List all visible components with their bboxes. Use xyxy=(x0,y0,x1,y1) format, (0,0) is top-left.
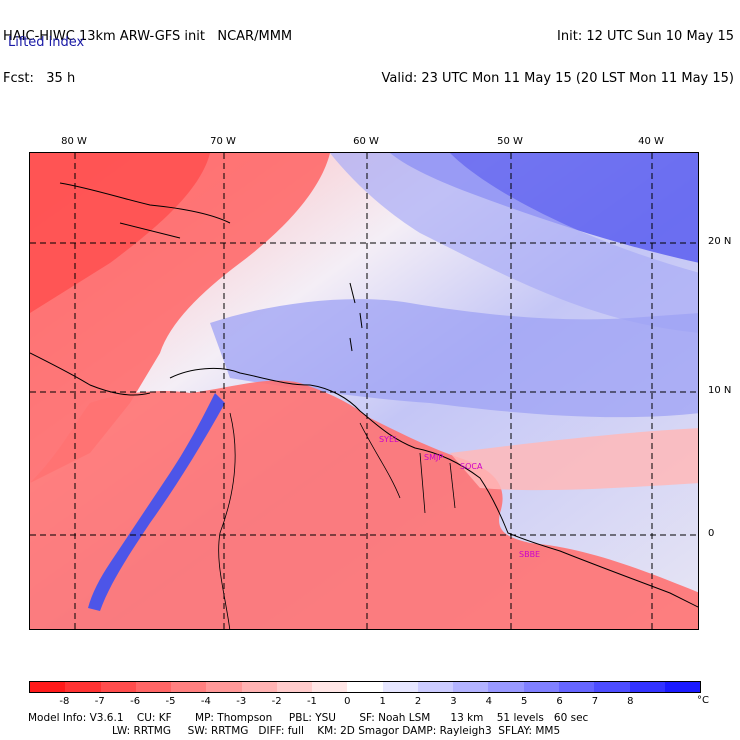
legend-label: 5 xyxy=(520,696,528,707)
legend-label: 6 xyxy=(556,696,563,707)
legend-swatch-5 xyxy=(206,682,242,692)
init-time: Init: 12 UTC Sun 10 May 15 xyxy=(557,29,734,44)
legend-label: 1 xyxy=(379,696,386,707)
legend-label: 3 xyxy=(450,696,457,707)
coastlines xyxy=(30,182,698,608)
legend-swatch-6 xyxy=(241,682,277,692)
station-syel: SYEL xyxy=(379,435,399,444)
legend-label: -7 xyxy=(94,696,105,707)
station-soca: SOCA xyxy=(460,462,483,471)
header-left: HAIC-HIWC 13km ARW-GFS init NCAR/MMM Fcs… xyxy=(3,2,292,100)
model-info-line2: LW: RRTMG SW: RRTMG DIFF: full KM: 2D Sm… xyxy=(112,725,561,737)
legend-label: -6 xyxy=(130,696,141,707)
legend-swatch-14 xyxy=(523,682,559,692)
lat-label-0: 0 xyxy=(708,528,715,539)
field-name: Lifted index xyxy=(8,35,85,50)
legend-swatch-10 xyxy=(382,682,418,692)
legend-swatch-9 xyxy=(347,682,383,692)
country-borders xyxy=(218,412,456,629)
lat-label-10n: 10 N xyxy=(708,385,732,396)
lon-label-40w: 40 W xyxy=(638,136,664,147)
legend-swatch-12 xyxy=(453,682,489,692)
stable-band-midlatitude xyxy=(210,299,698,418)
legend-swatch-18 xyxy=(664,682,701,692)
legend-swatch-3 xyxy=(135,682,172,692)
lon-label-50w: 50 W xyxy=(497,136,523,147)
lon-label-60w: 60 W xyxy=(353,136,379,147)
legend-swatch-4 xyxy=(171,682,207,692)
legend-swatch-0 xyxy=(30,682,66,692)
unstable-band-east xyxy=(450,428,698,491)
legend-label: -4 xyxy=(200,696,211,707)
legend-swatch-13 xyxy=(488,682,524,692)
legend-label: -5 xyxy=(165,696,176,707)
header-right: Init: 12 UTC Sun 10 May 15 Valid: 23 UTC… xyxy=(382,2,734,100)
map-canvas: SYEL SMJP SOCA SBBE xyxy=(30,153,698,629)
color-scale-bar xyxy=(29,681,701,693)
legend-label: 2 xyxy=(414,696,422,707)
lifted-index-map: SYEL SMJP SOCA SBBE xyxy=(29,152,699,630)
legend-swatch-7 xyxy=(276,682,313,692)
legend-label: -1 xyxy=(306,696,317,707)
station-smjp: SMJP xyxy=(424,453,443,462)
legend-label: 0 xyxy=(344,696,351,707)
legend-label: -3 xyxy=(236,696,247,707)
legend-swatch-8 xyxy=(312,682,348,692)
model-info-line1: Model Info: V3.6.1 CU: KF MP: Thompson P… xyxy=(28,712,589,724)
legend-swatch-1 xyxy=(65,682,101,692)
legend-swatch-2 xyxy=(100,682,136,692)
andes-stable-strip xyxy=(88,393,225,611)
station-sbbe: SBBE xyxy=(519,550,540,559)
legend-swatch-16 xyxy=(594,682,630,692)
color-scale-unit: °C xyxy=(697,695,709,706)
station-labels: SYEL SMJP SOCA SBBE xyxy=(379,435,540,559)
lon-label-80w: 80 W xyxy=(61,136,87,147)
legend-swatch-17 xyxy=(629,682,665,692)
legend-label: -8 xyxy=(59,696,70,707)
legend-label: 8 xyxy=(627,696,634,707)
legend-label: 7 xyxy=(591,696,599,707)
lat-label-20n: 20 N xyxy=(708,236,732,247)
graticule xyxy=(30,153,698,629)
legend-label: -2 xyxy=(271,696,282,707)
lon-label-70w: 70 W xyxy=(210,136,236,147)
legend-swatch-15 xyxy=(558,682,595,692)
legend-swatch-11 xyxy=(417,682,454,692)
forecast-hour: Fcst: 35 h xyxy=(3,71,76,86)
valid-time: Valid: 23 UTC Mon 11 May 15 (20 LST Mon … xyxy=(381,71,734,86)
model-title: HAIC-HIWC 13km ARW-GFS init NCAR/MMM xyxy=(3,29,293,44)
legend-label: 4 xyxy=(485,696,492,707)
